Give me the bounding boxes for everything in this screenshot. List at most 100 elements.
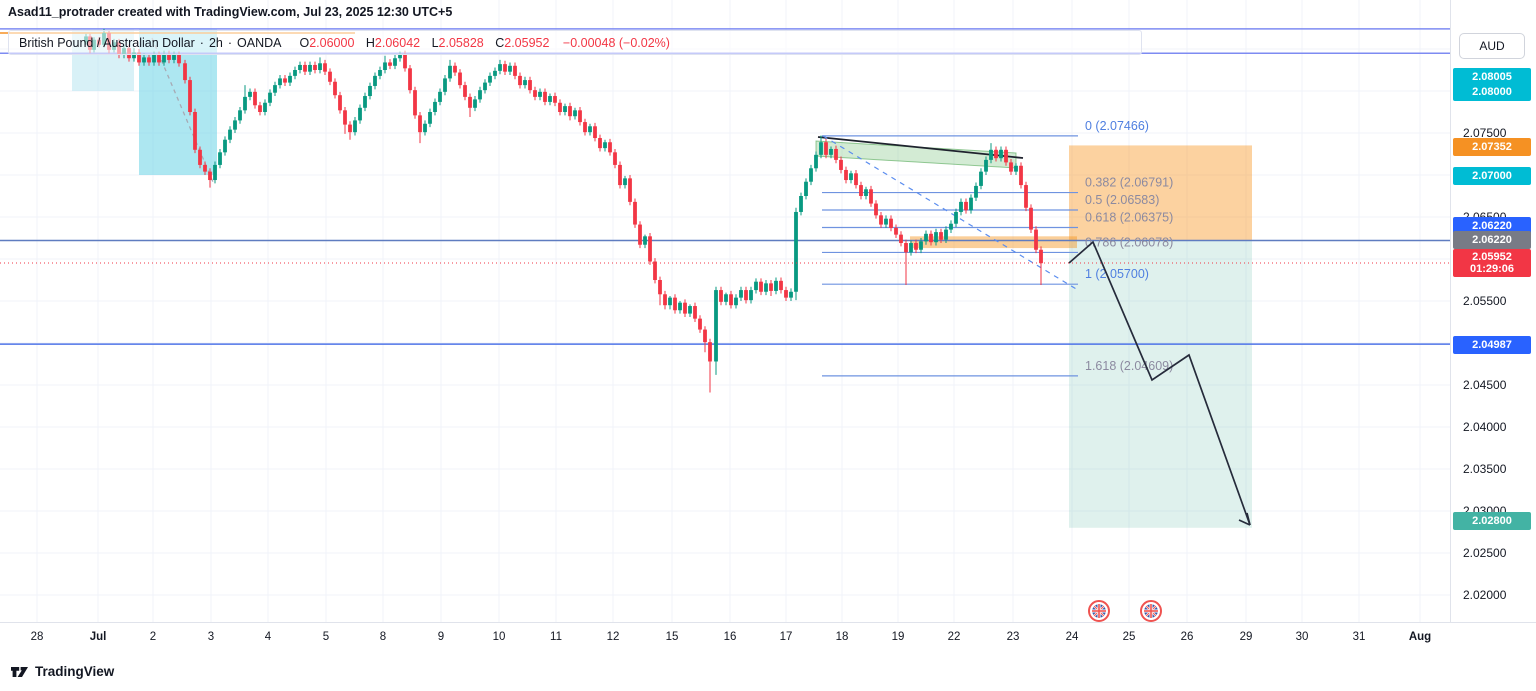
price-axis[interactable]: AUD 2.075002.065002.055002.045002.040002…	[1450, 0, 1536, 622]
candle	[553, 92, 557, 107]
time-tick: 16	[723, 631, 737, 643]
time-tick: 22	[947, 631, 961, 643]
candle	[578, 106, 582, 126]
candle	[493, 67, 497, 80]
fib-label-1: 1 (2.05700)	[1085, 267, 1149, 281]
symbol-name[interactable]: British Pound / Australian Dollar	[19, 35, 195, 50]
ohlc-readout: O2.06000 H2.06042 L2.05828 C2.05952 −0.0…	[291, 36, 669, 50]
time-tick: 5	[322, 631, 330, 643]
zone-supply-projection	[1069, 145, 1252, 241]
candle	[734, 294, 738, 309]
candle	[453, 62, 457, 76]
tradingview-brand[interactable]: TradingView	[35, 664, 115, 679]
candle	[703, 326, 707, 353]
candle	[588, 123, 592, 136]
candle	[1039, 246, 1043, 286]
candle	[443, 75, 447, 96]
chart-plot[interactable]: 0 (2.07466) 0.382 (2.06791) 0.5 (2.06583) 0…	[0, 0, 1450, 622]
fib-label-0.382: 0.382 (2.06791)	[1085, 176, 1173, 190]
candle	[228, 126, 232, 144]
candle	[518, 72, 522, 89]
time-tick: 26	[1180, 631, 1194, 643]
candle	[819, 135, 823, 159]
candle	[142, 53, 146, 66]
time-tick: 9	[437, 631, 445, 643]
candle	[213, 161, 217, 184]
candle	[298, 61, 302, 74]
time-tick: 25	[1122, 631, 1136, 643]
candle	[1034, 226, 1038, 254]
candle	[974, 182, 978, 202]
fib-label-1.618: 1.618 (2.04609)	[1085, 359, 1173, 373]
currency-button[interactable]: AUD	[1459, 33, 1525, 59]
candle	[363, 92, 367, 112]
candle	[393, 54, 397, 70]
open-value: 2.06000	[309, 35, 355, 50]
candle	[924, 230, 928, 245]
price-label: 2.05952 01:29:06	[1453, 249, 1531, 277]
interval[interactable]: 2h	[208, 35, 223, 50]
candle	[303, 61, 307, 76]
candle	[884, 215, 888, 228]
candle	[964, 198, 968, 214]
candle	[764, 280, 768, 296]
exchange[interactable]: OANDA	[237, 35, 282, 50]
candle	[663, 290, 667, 310]
tradingview-logo-icon[interactable]	[10, 662, 29, 681]
candle	[749, 286, 753, 304]
high-value: 2.06042	[374, 35, 421, 50]
forecast-arrow-head	[1246, 512, 1251, 526]
candle	[698, 315, 702, 333]
price-label: 2.07000	[1453, 167, 1531, 185]
candle	[538, 88, 542, 101]
candle	[919, 238, 923, 254]
candle	[949, 220, 953, 233]
candle	[939, 228, 943, 244]
time-axis[interactable]: 28 Jul 2 3 4 5 8 9 10 11 12 15 16 17 18 19 22 23 24 25 26 29 3…	[0, 622, 1536, 652]
candle	[799, 192, 803, 216]
gb-flag-icon[interactable]	[1088, 600, 1110, 622]
price-label: 2.08005	[1453, 68, 1531, 86]
time-tick: 15	[665, 631, 679, 643]
candle	[463, 81, 467, 101]
candle	[283, 75, 287, 86]
candle	[989, 143, 993, 164]
candle	[994, 146, 998, 162]
candle	[944, 226, 948, 244]
candle	[338, 91, 342, 114]
candle	[633, 198, 637, 228]
candle	[789, 288, 793, 301]
candle	[959, 198, 963, 216]
candle	[333, 78, 337, 99]
candle	[183, 59, 187, 84]
candle	[618, 161, 622, 189]
candle	[378, 66, 382, 80]
candle	[373, 72, 377, 90]
time-tick: Aug	[1408, 631, 1432, 643]
candle	[253, 88, 257, 109]
candle	[383, 55, 387, 74]
candle	[238, 106, 242, 124]
candle	[583, 118, 587, 136]
candle	[969, 194, 973, 214]
candle	[548, 93, 552, 106]
candle	[288, 72, 292, 86]
candle	[273, 81, 277, 97]
price-tick: 2.05500	[1463, 294, 1507, 308]
chart-area[interactable]: 0 (2.07466) 0.382 (2.06791) 0.5 (2.06583) 0…	[0, 0, 1450, 622]
candle	[278, 75, 282, 89]
time-tick: 4	[264, 631, 272, 643]
candle	[869, 185, 873, 207]
gb-flag-icon[interactable]	[1140, 600, 1162, 622]
candle	[388, 59, 392, 70]
candle	[628, 175, 632, 206]
candle	[198, 146, 202, 169]
candle	[248, 88, 252, 101]
candle	[678, 301, 682, 314]
candle	[243, 85, 247, 114]
time-tick: 23	[1006, 631, 1020, 643]
candle	[904, 239, 908, 286]
candle	[849, 170, 853, 184]
candle	[218, 148, 222, 169]
